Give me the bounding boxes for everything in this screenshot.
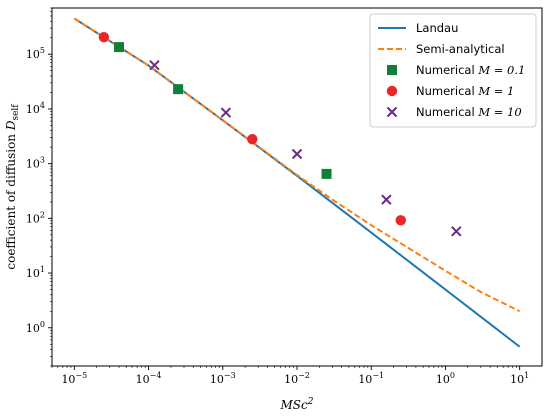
legend-entry-label: Numerical M = 0.1 xyxy=(416,63,525,77)
x-tick-label: 10−1 xyxy=(358,371,384,386)
circle-marker-point xyxy=(395,215,406,226)
square-marker-point xyxy=(173,84,184,95)
axis-ticks: 10−5 10−4 10−3 10−2 10−1 100 101 100 101 102 103 10… xyxy=(26,7,529,386)
x-marker-point xyxy=(381,194,392,205)
y-tick-label: 102 xyxy=(26,210,45,225)
x-tick-label: 100 xyxy=(436,371,455,386)
x-marker-point xyxy=(451,226,462,237)
circle-marker-point xyxy=(98,31,110,43)
square-marker-point xyxy=(114,42,125,53)
x-marker-legend-handle xyxy=(386,106,398,118)
x-axis-label: MSc2 xyxy=(280,397,314,412)
y-tick-label: 104 xyxy=(26,101,45,116)
series-line-semi-analytical xyxy=(73,17,521,313)
x-marker-point xyxy=(291,148,303,160)
legend-box xyxy=(369,13,537,128)
legend-entry-label: Numerical M = 10 xyxy=(416,105,522,119)
x-tick-label: 10−4 xyxy=(136,371,162,386)
legend: Landau Semi-analytical Numerical M = 0.1 Nu… xyxy=(369,13,537,128)
legend-entry-label: Semi-analytical xyxy=(416,42,505,56)
x-tick-label: 10−5 xyxy=(61,371,87,386)
x-tick-label: 10−3 xyxy=(210,371,236,386)
y-tick-label: 103 xyxy=(26,156,45,171)
y-tick-label: 101 xyxy=(26,265,45,280)
legend-entry-label: Landau xyxy=(416,21,458,35)
y-tick-label: 105 xyxy=(26,46,45,61)
x-marker-point xyxy=(149,60,160,71)
legend-entry-label: Numerical M = 1 xyxy=(416,84,514,98)
circle-marker-legend-handle xyxy=(386,85,398,97)
y-axis-label: coefficient of diffusion Dself xyxy=(4,104,21,270)
y-tick-label: 100 xyxy=(26,320,45,335)
circle-marker-point xyxy=(247,133,258,145)
series-layer xyxy=(73,17,521,348)
square-marker-legend-handle xyxy=(387,65,397,75)
x-marker-point xyxy=(220,107,232,118)
x-tick-label: 101 xyxy=(510,371,529,386)
x-tick-label: 10−2 xyxy=(284,371,310,386)
square-marker-point xyxy=(321,168,332,179)
